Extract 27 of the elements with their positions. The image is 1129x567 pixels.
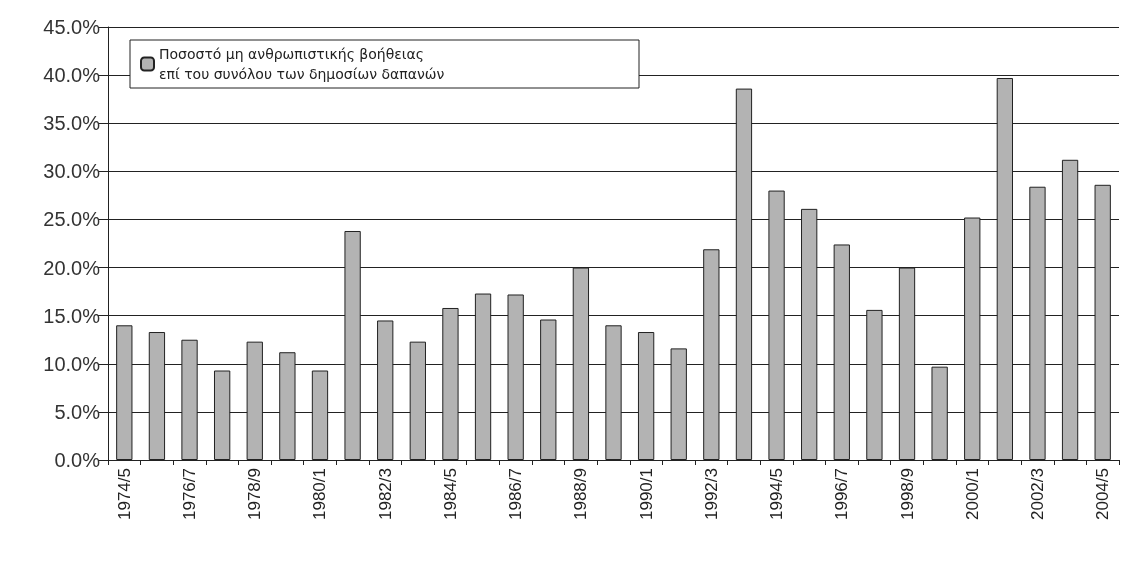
- x-tick-label: 1994/5: [767, 468, 787, 520]
- x-tick-label: 1996/7: [832, 468, 852, 520]
- x-tick-label: 1988/9: [571, 468, 591, 520]
- x-tick-label: 1982/3: [375, 468, 395, 520]
- legend-label: Ποσοστό μη ανθρωπιστικής βοήθειας επί του συνόλου των δημοσίων δαπανών: [159, 46, 445, 82]
- x-tick-label: 1986/7: [506, 468, 526, 520]
- x-tick-label: 2002/3: [1027, 468, 1047, 520]
- x-tick-label: 1984/5: [440, 468, 460, 520]
- x-tick-label: 2004/5: [1093, 468, 1113, 520]
- y-tick-label: 35.0%: [43, 112, 101, 135]
- x-tick-label: 1974/5: [114, 468, 134, 520]
- y-tick-label: 20.0%: [43, 256, 101, 279]
- x-tick-label: 1980/1: [310, 468, 330, 520]
- x-tick-label: 1992/3: [701, 468, 721, 520]
- x-tick-label: 1990/1: [636, 468, 656, 520]
- x-tick-label: 1998/9: [897, 468, 917, 520]
- y-tick-label: 40.0%: [43, 64, 101, 87]
- x-tick-label: 1976/7: [180, 468, 200, 520]
- y-tick-label: 30.0%: [43, 160, 101, 183]
- y-tick-label: 25.0%: [43, 208, 101, 231]
- y-tick-label: 15.0%: [43, 304, 101, 327]
- y-tick-label: 10.0%: [43, 352, 101, 375]
- y-tick-label: 5.0%: [54, 400, 101, 423]
- x-tick-label: 2000/1: [962, 468, 982, 520]
- y-tick-label: 0.0%: [54, 449, 101, 471]
- x-tick-label: 1978/9: [245, 468, 265, 520]
- y-tick-label: 45.0%: [43, 16, 101, 38]
